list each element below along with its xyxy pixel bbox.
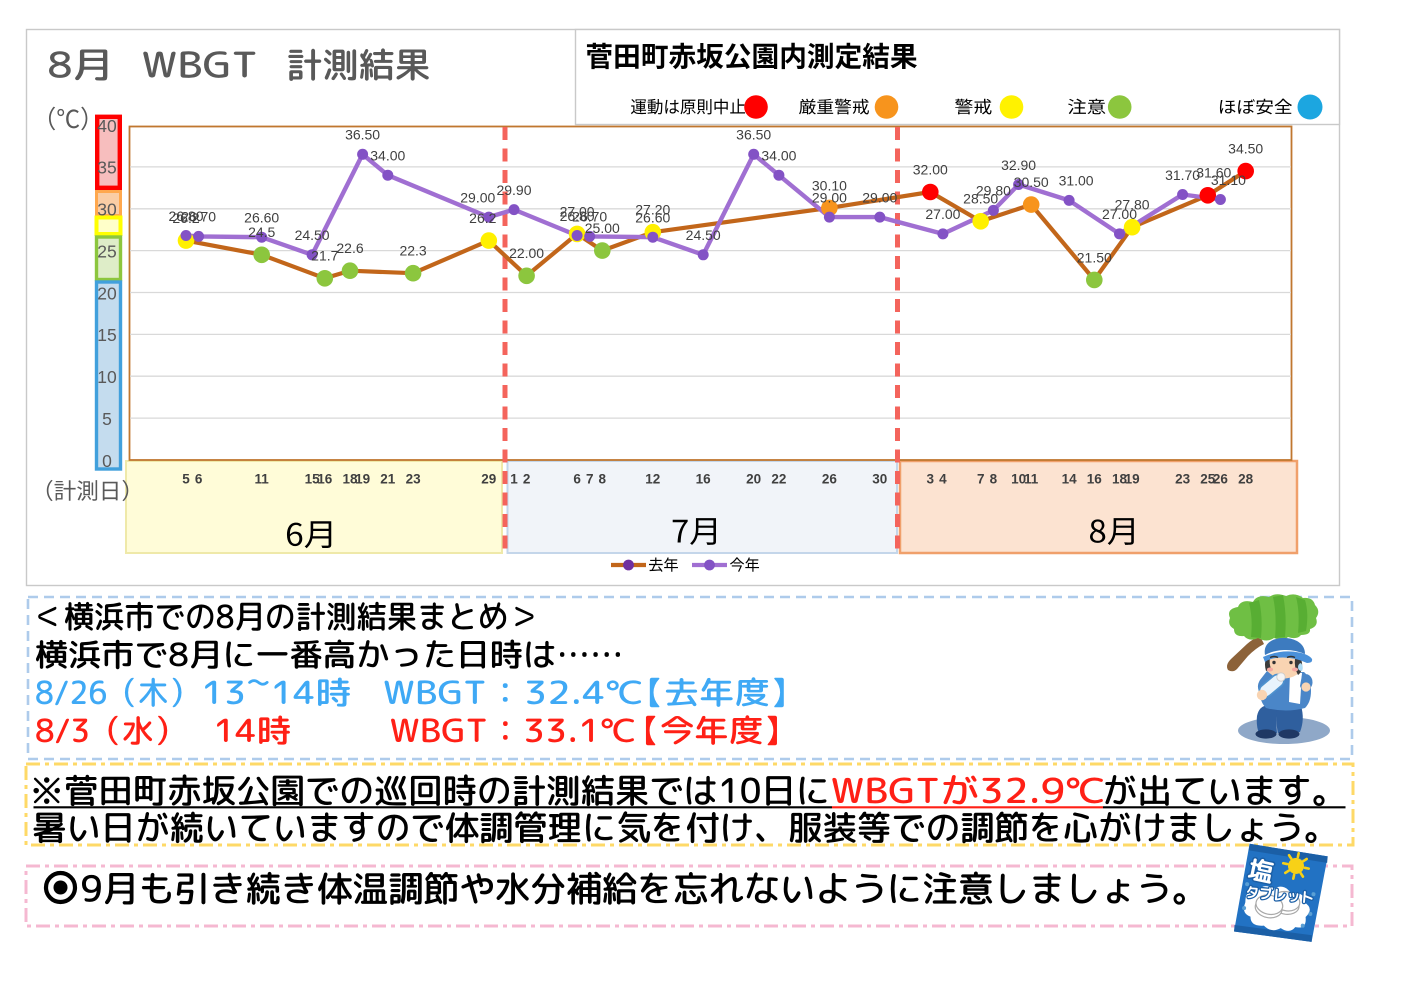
svg-text:30: 30 bbox=[97, 200, 117, 220]
svg-text:36.50: 36.50 bbox=[345, 127, 380, 143]
svg-text:0: 0 bbox=[102, 451, 112, 471]
svg-text:7: 7 bbox=[977, 472, 985, 487]
svg-text:21: 21 bbox=[380, 472, 396, 487]
svg-text:19: 19 bbox=[355, 472, 370, 487]
svg-text:26.60: 26.60 bbox=[635, 210, 670, 226]
svg-text:22.00: 22.00 bbox=[509, 245, 544, 261]
svg-text:29: 29 bbox=[481, 472, 496, 487]
svg-text:28: 28 bbox=[1238, 472, 1254, 487]
svg-text:40: 40 bbox=[97, 116, 117, 136]
svg-text:30.10: 30.10 bbox=[812, 177, 847, 193]
svg-text:24.50: 24.50 bbox=[686, 227, 721, 243]
svg-text:30.50: 30.50 bbox=[1014, 174, 1049, 190]
svg-text:34.50: 34.50 bbox=[1228, 141, 1263, 157]
svg-text:16: 16 bbox=[696, 472, 712, 487]
svg-text:27.20: 27.20 bbox=[635, 202, 670, 218]
svg-text:26.80: 26.80 bbox=[168, 208, 203, 224]
svg-text:20: 20 bbox=[746, 472, 761, 487]
svg-text:27.80: 27.80 bbox=[1115, 197, 1150, 213]
svg-text:34.00: 34.00 bbox=[370, 148, 405, 164]
svg-text:21.7: 21.7 bbox=[311, 248, 338, 264]
svg-text:15: 15 bbox=[305, 472, 321, 487]
svg-text:34.00: 34.00 bbox=[761, 148, 796, 164]
svg-text:22: 22 bbox=[771, 472, 786, 487]
svg-text:26: 26 bbox=[822, 472, 838, 487]
svg-text:36.50: 36.50 bbox=[736, 127, 771, 143]
svg-text:27.00: 27.00 bbox=[925, 206, 960, 222]
svg-text:31.10: 31.10 bbox=[1211, 172, 1246, 188]
svg-text:23: 23 bbox=[406, 472, 422, 487]
svg-text:11: 11 bbox=[1024, 472, 1039, 487]
svg-text:6: 6 bbox=[195, 472, 203, 487]
svg-text:11: 11 bbox=[255, 472, 270, 487]
svg-text:22.6: 22.6 bbox=[336, 240, 363, 256]
svg-text:31.70: 31.70 bbox=[1165, 167, 1200, 183]
svg-text:27.00: 27.00 bbox=[1102, 206, 1137, 222]
svg-text:30: 30 bbox=[872, 472, 887, 487]
svg-text:2: 2 bbox=[523, 472, 531, 487]
svg-text:7: 7 bbox=[586, 472, 594, 487]
svg-text:29.00: 29.00 bbox=[460, 189, 495, 205]
svg-text:18: 18 bbox=[1112, 472, 1128, 487]
svg-text:3: 3 bbox=[927, 472, 935, 487]
svg-text:29.00: 29.00 bbox=[812, 189, 847, 205]
svg-text:31.60: 31.60 bbox=[1196, 165, 1231, 181]
svg-text:4: 4 bbox=[939, 472, 947, 487]
svg-text:5: 5 bbox=[102, 409, 112, 429]
svg-text:10: 10 bbox=[97, 367, 117, 387]
svg-text:25: 25 bbox=[1200, 472, 1216, 487]
svg-text:26.2: 26.2 bbox=[469, 210, 496, 226]
svg-text:29.00: 29.00 bbox=[862, 189, 897, 205]
svg-text:26.80: 26.80 bbox=[560, 208, 595, 224]
svg-text:26.70: 26.70 bbox=[181, 209, 216, 225]
svg-text:18: 18 bbox=[342, 472, 358, 487]
svg-text:19: 19 bbox=[1125, 472, 1140, 487]
svg-text:26.60: 26.60 bbox=[244, 210, 279, 226]
svg-text:29.90: 29.90 bbox=[496, 182, 531, 198]
svg-text:26.2: 26.2 bbox=[172, 210, 199, 226]
svg-text:23: 23 bbox=[1175, 472, 1191, 487]
svg-text:28.50: 28.50 bbox=[963, 191, 998, 207]
svg-text:8: 8 bbox=[599, 472, 607, 487]
svg-text:26: 26 bbox=[1213, 472, 1229, 487]
svg-text:35: 35 bbox=[97, 158, 116, 178]
svg-text:14: 14 bbox=[1062, 472, 1078, 487]
svg-text:24.5: 24.5 bbox=[248, 224, 275, 240]
svg-text:5: 5 bbox=[182, 472, 190, 487]
svg-text:15: 15 bbox=[97, 325, 116, 345]
svg-text:25.00: 25.00 bbox=[585, 220, 620, 236]
svg-text:16: 16 bbox=[1087, 472, 1103, 487]
svg-text:32.00: 32.00 bbox=[913, 161, 948, 177]
svg-text:24.50: 24.50 bbox=[295, 227, 330, 243]
svg-text:26.70: 26.70 bbox=[572, 209, 607, 225]
svg-text:22.3: 22.3 bbox=[399, 243, 426, 259]
svg-text:32.90: 32.90 bbox=[1001, 157, 1036, 173]
svg-text:21.50: 21.50 bbox=[1077, 249, 1112, 265]
svg-text:31.00: 31.00 bbox=[1059, 173, 1094, 189]
svg-text:25: 25 bbox=[97, 241, 116, 261]
svg-text:20: 20 bbox=[97, 283, 117, 303]
svg-text:1: 1 bbox=[510, 472, 518, 487]
svg-text:16: 16 bbox=[317, 472, 333, 487]
svg-text:29.80: 29.80 bbox=[976, 183, 1011, 199]
svg-text:10: 10 bbox=[1011, 472, 1026, 487]
svg-text:6: 6 bbox=[573, 472, 581, 487]
svg-text:8: 8 bbox=[990, 472, 998, 487]
svg-text:27.00: 27.00 bbox=[560, 203, 595, 219]
svg-text:12: 12 bbox=[645, 472, 660, 487]
